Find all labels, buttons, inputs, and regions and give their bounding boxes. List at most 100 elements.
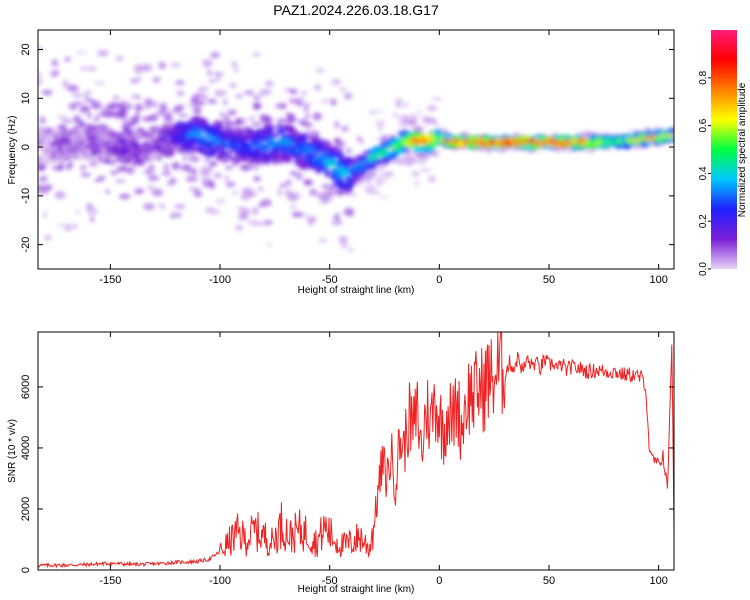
- spectrogram-ridge-blob: [342, 187, 353, 192]
- spectrogram-noise-blob: [62, 119, 73, 123]
- spectrogram-noise-blob: [431, 97, 443, 101]
- spectrogram-noise-blob: [252, 52, 261, 57]
- snr-x-label: Height of straight line (km): [298, 584, 415, 595]
- spectrogram-noise-blob: [119, 193, 131, 200]
- spectrogram-noise-blob: [64, 56, 71, 62]
- colorbar-tick-label: 0.6: [698, 118, 709, 132]
- spectrogram-noise-blob: [143, 169, 155, 175]
- spectrogram-ridge-blob: [367, 162, 377, 170]
- spectrogram-noise-blob: [171, 162, 181, 170]
- spectrogram-ridge-blob: [65, 147, 74, 153]
- spectrogram-noise-blob: [72, 92, 83, 99]
- spectrogram-noise-blob: [285, 179, 293, 187]
- snr-x-tick-label: -100: [209, 575, 231, 587]
- spectrogram-noise-blob: [64, 223, 73, 232]
- spectrogram-noise-blob: [252, 95, 261, 101]
- spectrogram-noise-blob: [295, 96, 306, 101]
- spectrogram-noise-blob: [125, 166, 135, 174]
- spectrogram-ridge-blob: [214, 145, 220, 154]
- spectrogram-noise-blob: [344, 92, 353, 99]
- spectrogram-noise-blob: [209, 179, 215, 188]
- spectrogram-noise-blob: [244, 90, 255, 95]
- spectrogram-noise-blob: [297, 119, 308, 125]
- spectrogram-noise-blob: [375, 120, 386, 126]
- spectrogram-noise-blob: [377, 194, 389, 200]
- spectrogram-noise-blob: [375, 178, 383, 187]
- spectrogram-noise-blob: [110, 101, 120, 110]
- spectrogram-noise-blob: [207, 69, 212, 77]
- spectrogram-noise-blob: [415, 160, 428, 164]
- spectrogram-noise-blob: [127, 103, 132, 110]
- spectrogram-noise-blob: [290, 171, 302, 177]
- spectrogram-noise-blob: [368, 110, 378, 115]
- spectrogram-ridge-blob: [195, 134, 205, 140]
- spectrogram-noise-blob: [340, 125, 350, 132]
- spectrogram-noise-blob: [133, 64, 144, 72]
- spectrogram-noise-blob: [134, 103, 143, 112]
- spectrogram-noise-blob: [235, 224, 244, 231]
- spectrogram-ridge-blob: [334, 169, 340, 175]
- spectrogram-noise-blob: [222, 115, 231, 123]
- spectrogram-noise-blob: [326, 98, 338, 102]
- spectrogram-noise-blob: [188, 187, 201, 192]
- spectrogram-ridge-blob: [227, 155, 236, 161]
- spectrogram-noise-blob: [228, 83, 238, 88]
- spectrogram-noise-blob: [209, 79, 215, 83]
- spectrogram-noise-blob: [91, 105, 103, 109]
- spectrogram-noise-blob: [87, 162, 99, 167]
- spectrogram-noise-blob: [258, 89, 270, 96]
- spectrogram-noise-blob: [239, 163, 252, 171]
- spectrogram-x-axis: -150 -100 -50 0 50 100: [99, 30, 668, 286]
- colorbar-tick-label: 0.8: [698, 70, 709, 84]
- spectrogram-ridge-blob: [118, 134, 124, 139]
- spectrogram-noise-blob: [248, 116, 256, 121]
- spectrogram-noise-blob: [213, 173, 222, 178]
- spectrogram-noise-blob: [41, 89, 53, 96]
- spectrogram-noise-blob: [165, 179, 175, 187]
- spectrogram-noise-blob: [330, 78, 342, 85]
- spectrogram-noise-blob: [306, 216, 318, 223]
- spectrogram-noise-blob: [124, 122, 134, 128]
- spectrogram-ridge-blob: [43, 142, 51, 149]
- spectrogram-noise-blob: [601, 132, 612, 136]
- spectrogram-noise-blob: [192, 167, 197, 176]
- spectrogram-noise-blob: [286, 115, 297, 124]
- spectrogram-ridge-blob: [347, 159, 355, 166]
- spectrogram-ridge-blob: [156, 155, 162, 161]
- spectrogram-noise-blob: [68, 160, 74, 169]
- spectrogram-noise-blob: [130, 116, 137, 121]
- spectrogram-noise-blob: [162, 63, 167, 68]
- spectrogram-noise-blob: [417, 109, 422, 115]
- spectrogram-noise-blob: [148, 165, 155, 169]
- spectrogram-marks: [38, 45, 674, 252]
- spectrogram-noise-blob: [87, 66, 97, 72]
- spectrogram-noise-blob: [285, 112, 293, 117]
- spectrogram-noise-blob: [288, 97, 298, 104]
- spectrogram-noise-blob: [176, 90, 185, 97]
- spectrogram-noise-blob: [79, 105, 91, 113]
- spectrogram-noise-blob: [225, 181, 236, 187]
- spectrogram-y-label: Frequency (Hz): [7, 116, 18, 185]
- spectrogram-noise-blob: [134, 188, 140, 195]
- spectrogram-noise-blob: [347, 248, 355, 252]
- spectrogram-ridge-blob: [198, 147, 207, 155]
- spectrogram-ridge-blob: [148, 132, 154, 140]
- colorbar-label: Normalized spectral amplitude: [737, 82, 748, 217]
- spectrogram-noise-blob: [280, 104, 288, 109]
- snr-x-tick-label: 100: [649, 575, 667, 587]
- spectrogram-noise-blob: [80, 172, 92, 177]
- spectrogram-noise-blob: [234, 93, 244, 99]
- spectrogram-noise-blob: [156, 109, 165, 116]
- spectrogram-ridge-blob: [270, 133, 280, 138]
- spectrogram-ridge-blob: [286, 145, 295, 150]
- spectrogram-ridge-blob: [329, 146, 339, 151]
- snr-frame: [37, 331, 675, 571]
- spectrogram-y-tick-label: 0: [20, 144, 32, 150]
- spectrogram-noise-blob: [54, 191, 66, 199]
- spectrogram-noise-blob: [102, 109, 114, 118]
- spectrogram-ridge-blob: [169, 147, 176, 155]
- spectrogram-noise-blob: [319, 200, 329, 204]
- spectrogram-noise-blob: [289, 88, 298, 95]
- spectrogram-ridge-blob: [38, 126, 43, 134]
